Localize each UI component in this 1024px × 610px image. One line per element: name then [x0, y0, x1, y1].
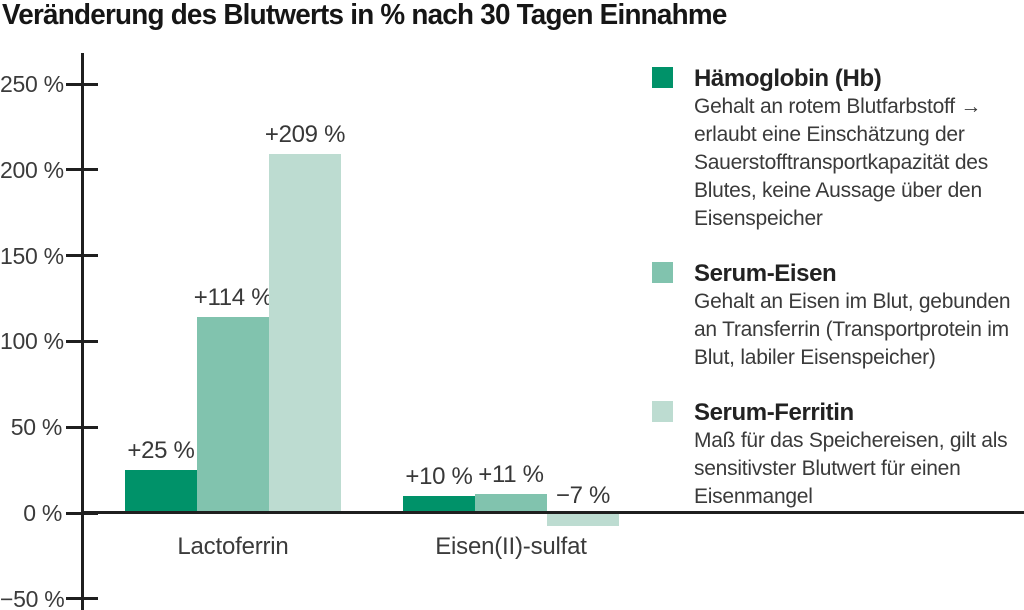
bar-serum-eisen-lactoferrin — [197, 317, 269, 513]
legend-series-name: Serum-Eisen — [694, 260, 837, 287]
y-axis-tick-label: −50 % — [0, 585, 65, 610]
zero-baseline — [81, 511, 1024, 514]
legend-series-description: Gehalt an Eisen im Blut, gebunden an Tra… — [694, 290, 1011, 369]
y-axis-line — [81, 53, 84, 610]
chart-title: Veränderung des Blutwerts in % nach 30 T… — [2, 0, 727, 31]
legend-text: Serum-Ferritin Maß für das Speichereisen,… — [694, 398, 1024, 511]
legend-swatch-serum-ferritin — [652, 401, 673, 422]
y-axis-tick — [66, 425, 98, 429]
bar-h-moglobin-hb-lactoferrin — [125, 470, 197, 513]
bar-h-moglobin-hb-eisen-ii-sulfat — [403, 495, 475, 513]
bar-value-label: +25 % — [127, 437, 195, 465]
category-label-eisen-ii-sulfat: Eisen(II)-sulfat — [435, 533, 587, 560]
legend-text: Serum-Eisen Gehalt an Eisen im Blut, gebu… — [694, 259, 1024, 372]
legend: Hämoglobin (Hb) Gehalt an rotem Blutfarbs… — [652, 64, 1024, 511]
legend-item-serum-eisen: Serum-Eisen Gehalt an Eisen im Blut, gebu… — [652, 259, 1024, 372]
legend-swatch-serum-eisen — [652, 262, 673, 283]
y-axis-tick-label: 200 % — [0, 156, 64, 183]
category-label-lactoferrin: Lactoferrin — [177, 533, 289, 560]
legend-item-h-moglobin-hb: Hämoglobin (Hb) Gehalt an rotem Blutfarbs… — [652, 64, 1024, 233]
y-axis-tick — [66, 254, 98, 258]
legend-series-description: Maß für das Speichereisen, gilt als sens… — [694, 429, 1008, 508]
bar-value-label: +10 % — [405, 462, 473, 490]
y-axis-tick — [66, 82, 98, 86]
bar-value-label: +11 % — [478, 461, 544, 489]
bar-serum-eisen-eisen-ii-sulfat — [475, 494, 547, 513]
bar-value-label: +114 % — [193, 284, 273, 312]
legend-text: Hämoglobin (Hb) Gehalt an rotem Blutfarbs… — [694, 64, 1024, 233]
legend-series-description: Gehalt an rotem Blutfarbstoff → erlaubt … — [694, 95, 988, 230]
y-axis-tick-label: 50 % — [10, 414, 63, 441]
y-axis-tick-label: 0 % — [23, 500, 62, 526]
legend-swatch-h-moglobin-hb — [652, 67, 673, 88]
bar-serum-ferritin-lactoferrin — [269, 154, 341, 513]
y-axis-tick — [66, 339, 98, 343]
legend-item-serum-ferritin: Serum-Ferritin Maß für das Speichereisen,… — [652, 398, 1024, 511]
y-axis-tick — [66, 597, 98, 601]
bar-serum-ferritin-eisen-ii-sulfat — [547, 514, 619, 526]
y-axis-tick-label: 150 % — [0, 242, 64, 269]
y-axis-tick-label: 100 % — [0, 328, 64, 355]
legend-series-name: Hämoglobin (Hb) — [694, 65, 882, 92]
bar-value-label: −7 % — [555, 482, 611, 509]
y-axis-tick-label: 250 % — [0, 71, 64, 97]
y-axis-tick — [66, 168, 98, 172]
legend-series-name: Serum-Ferritin — [694, 399, 854, 426]
bar-value-label: +209 % — [264, 121, 346, 149]
